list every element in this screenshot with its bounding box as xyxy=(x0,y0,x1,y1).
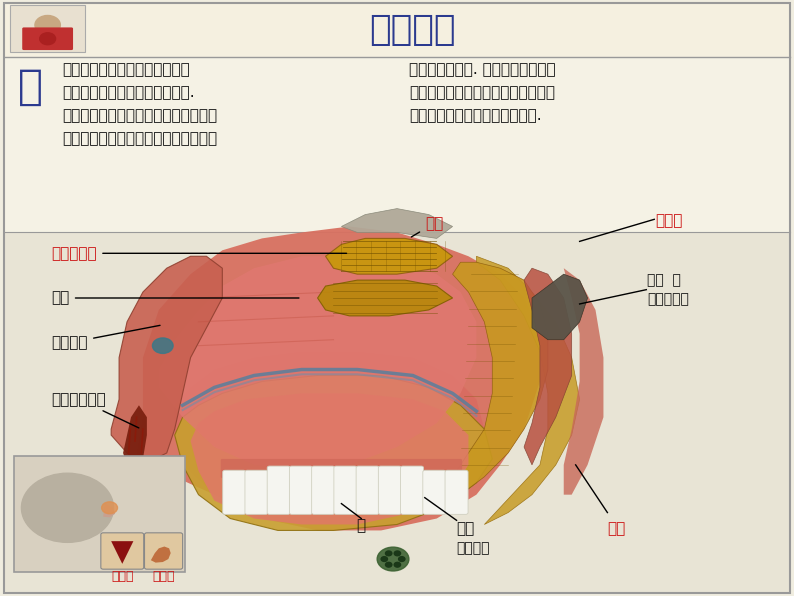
FancyBboxPatch shape xyxy=(445,470,468,514)
FancyBboxPatch shape xyxy=(4,57,790,232)
Circle shape xyxy=(394,563,400,567)
Polygon shape xyxy=(175,352,484,513)
FancyBboxPatch shape xyxy=(400,466,424,514)
Text: 侧面观: 侧面观 xyxy=(152,570,175,583)
FancyBboxPatch shape xyxy=(145,533,183,569)
FancyBboxPatch shape xyxy=(222,470,246,514)
Text: 咽喉: 咽喉 xyxy=(607,522,626,536)
FancyBboxPatch shape xyxy=(378,466,401,514)
FancyBboxPatch shape xyxy=(289,466,312,514)
Polygon shape xyxy=(123,405,147,465)
Circle shape xyxy=(35,15,60,35)
FancyBboxPatch shape xyxy=(356,466,379,514)
Polygon shape xyxy=(341,209,453,238)
Polygon shape xyxy=(151,547,171,563)
Text: 嗅神经: 嗅神经 xyxy=(655,213,682,228)
Text: 鼻下方的沟: 鼻下方的沟 xyxy=(647,292,689,306)
Polygon shape xyxy=(111,256,222,465)
FancyBboxPatch shape xyxy=(221,459,462,478)
Text: 嗅觉感受器: 嗅觉感受器 xyxy=(52,246,346,261)
FancyBboxPatch shape xyxy=(10,5,85,52)
Text: 鼻甲: 鼻甲 xyxy=(411,216,443,237)
FancyBboxPatch shape xyxy=(4,232,790,593)
Text: 外部鼻子: 外部鼻子 xyxy=(52,325,160,350)
Polygon shape xyxy=(103,504,115,517)
FancyBboxPatch shape xyxy=(267,466,290,514)
Text: 鼻孔内的鼻毛: 鼻孔内的鼻毛 xyxy=(52,392,139,428)
Text: 是呼吸系统的入口，它由突出于
脸部的鼻外部和内部的鼻腔组成.
鼻腔把鼻孔和咽喉连接起来，其顶部由
颅骨的一部分形成，底部则由分隔口腔: 是呼吸系统的入口，它由突出于 脸部的鼻外部和内部的鼻腔组成. 鼻腔把鼻孔和咽喉连… xyxy=(62,63,217,146)
Circle shape xyxy=(381,557,387,561)
Text: 鼻解剖图: 鼻解剖图 xyxy=(370,13,456,47)
FancyBboxPatch shape xyxy=(333,466,357,514)
Text: 口: 口 xyxy=(357,519,366,533)
Polygon shape xyxy=(135,226,540,530)
Text: 鼻腔: 鼻腔 xyxy=(52,290,299,306)
Polygon shape xyxy=(476,256,580,524)
Polygon shape xyxy=(191,393,468,524)
Text: 口的顶部: 口的顶部 xyxy=(457,541,490,555)
Circle shape xyxy=(21,473,114,542)
Polygon shape xyxy=(564,268,603,495)
Text: 正面观: 正面观 xyxy=(111,570,133,583)
Circle shape xyxy=(386,563,392,567)
Circle shape xyxy=(399,557,405,561)
FancyBboxPatch shape xyxy=(245,470,268,514)
Circle shape xyxy=(102,502,118,514)
Polygon shape xyxy=(318,280,453,316)
Polygon shape xyxy=(524,268,572,465)
FancyBboxPatch shape xyxy=(422,470,446,514)
FancyBboxPatch shape xyxy=(22,27,73,50)
Polygon shape xyxy=(111,541,133,564)
Circle shape xyxy=(152,338,173,353)
Polygon shape xyxy=(175,375,492,530)
Polygon shape xyxy=(532,274,588,340)
FancyBboxPatch shape xyxy=(101,533,144,569)
Circle shape xyxy=(386,551,392,555)
FancyBboxPatch shape xyxy=(311,466,335,514)
Text: 鼻: 鼻 xyxy=(17,66,43,107)
Polygon shape xyxy=(159,256,476,471)
Circle shape xyxy=(394,551,400,555)
Text: 鼻道  🔊: 鼻道 🔊 xyxy=(647,273,681,287)
Text: 与鼻腔的膛形成. 鼻腔的入口处有许
多起保护作用的鼻毛，它们能粘附住
我们所吸入空气中的大颗粒物质.: 与鼻腔的膛形成. 鼻腔的入口处有许 多起保护作用的鼻毛，它们能粘附住 我们所吸入… xyxy=(409,63,556,123)
Polygon shape xyxy=(326,238,453,274)
Text: 硬腭: 硬腭 xyxy=(457,522,475,536)
Polygon shape xyxy=(453,262,548,489)
Circle shape xyxy=(40,33,56,45)
FancyBboxPatch shape xyxy=(4,3,790,57)
Circle shape xyxy=(377,547,409,571)
FancyBboxPatch shape xyxy=(14,456,185,572)
